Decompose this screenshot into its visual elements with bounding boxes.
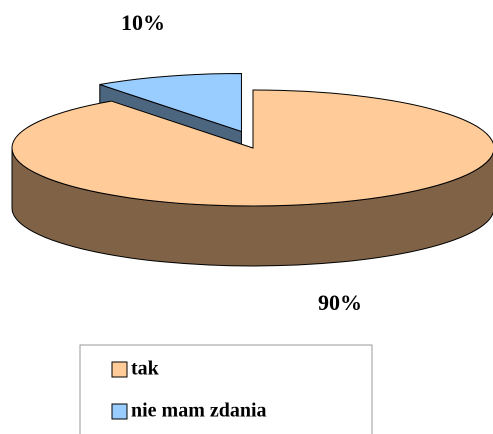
legend-swatch bbox=[111, 361, 128, 378]
slice bbox=[99, 72, 242, 133]
data-label: 90% bbox=[318, 290, 362, 315]
legend-label: nie mam zdania bbox=[131, 400, 267, 422]
legend-label: tak bbox=[131, 358, 160, 380]
slice bbox=[11, 89, 493, 207]
data-label: 10% bbox=[121, 10, 165, 35]
legend-box bbox=[79, 344, 373, 434]
legend-swatch bbox=[111, 403, 128, 420]
